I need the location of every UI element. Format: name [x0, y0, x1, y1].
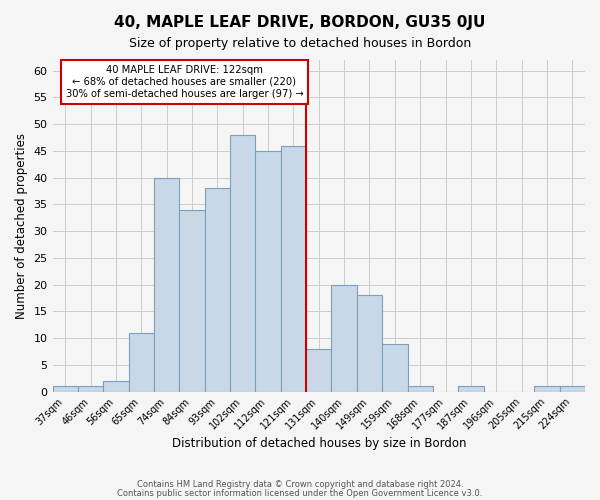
Y-axis label: Number of detached properties: Number of detached properties — [15, 133, 28, 319]
Bar — [382, 344, 407, 392]
Bar — [306, 349, 331, 392]
Text: 40, MAPLE LEAF DRIVE, BORDON, GU35 0JU: 40, MAPLE LEAF DRIVE, BORDON, GU35 0JU — [115, 15, 485, 30]
Bar — [256, 151, 281, 392]
Bar — [281, 146, 306, 392]
Text: Contains public sector information licensed under the Open Government Licence v3: Contains public sector information licen… — [118, 488, 482, 498]
Bar — [407, 386, 433, 392]
Bar — [103, 381, 128, 392]
Bar — [78, 386, 103, 392]
Bar — [534, 386, 560, 392]
Bar — [458, 386, 484, 392]
Bar — [357, 296, 382, 392]
Text: Contains HM Land Registry data © Crown copyright and database right 2024.: Contains HM Land Registry data © Crown c… — [137, 480, 463, 489]
Bar — [205, 188, 230, 392]
Bar — [331, 284, 357, 392]
Bar — [230, 135, 256, 392]
Bar — [53, 386, 78, 392]
Text: 40 MAPLE LEAF DRIVE: 122sqm
← 68% of detached houses are smaller (220)
30% of se: 40 MAPLE LEAF DRIVE: 122sqm ← 68% of det… — [65, 66, 303, 98]
Bar — [154, 178, 179, 392]
Text: Size of property relative to detached houses in Bordon: Size of property relative to detached ho… — [129, 38, 471, 51]
X-axis label: Distribution of detached houses by size in Bordon: Distribution of detached houses by size … — [172, 437, 466, 450]
Bar — [560, 386, 585, 392]
Bar — [128, 333, 154, 392]
Bar — [179, 210, 205, 392]
